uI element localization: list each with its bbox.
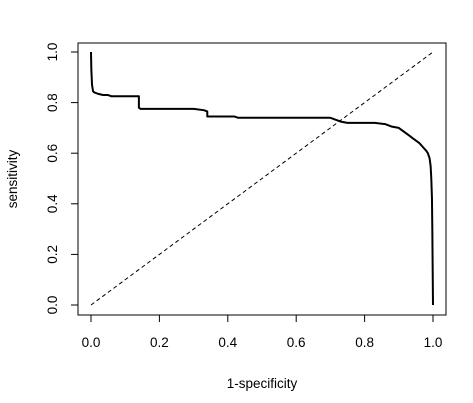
y-tick-label: 0.6: [45, 144, 60, 163]
reference-diagonal-line: [90, 51, 434, 306]
x-tick-label: 0.2: [150, 335, 169, 350]
y-axis: 0.0 0.2 0.4 0.6 0.8 1.0: [45, 43, 79, 315]
y-tick-label: 0.0: [45, 296, 60, 315]
x-axis: 0.0 0.2 0.4 0.6 0.8 1.0: [82, 314, 443, 350]
y-tick-label: 0.2: [45, 245, 60, 264]
x-axis-label: 1-specificity: [227, 376, 298, 391]
x-tick-label: 0.4: [218, 335, 237, 350]
x-tick-label: 0.0: [82, 335, 101, 350]
y-tick-label: 1.0: [45, 43, 60, 62]
x-tick-label: 0.8: [355, 335, 374, 350]
x-tick-label: 0.6: [287, 335, 306, 350]
y-tick-label: 0.4: [45, 194, 60, 213]
series-layer: [90, 51, 434, 306]
y-tick-label: 0.8: [45, 93, 60, 112]
roc-curve-line: [90, 51, 434, 306]
y-axis-label: sensitivity: [5, 149, 20, 208]
x-tick-label: 1.0: [424, 335, 443, 350]
